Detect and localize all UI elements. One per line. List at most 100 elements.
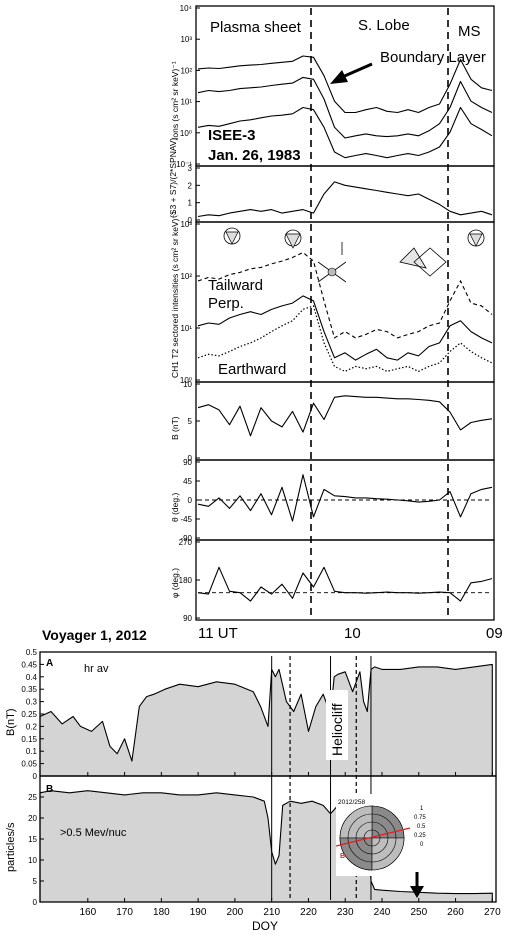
theta-ylabel: θ (deg.) [170, 493, 180, 522]
tailward-label: Tailward [208, 277, 263, 294]
isee3-figure: 10⁴10³10²10¹10⁰10⁻¹321010³10²10¹10⁰10509… [168, 4, 503, 642]
sectored-tick-label: 10⁰ [180, 376, 192, 385]
voy-xtick-label: 230 [337, 907, 354, 918]
voy-ytick-label: 0.35 [21, 685, 37, 694]
sectored-series-0 [197, 251, 493, 339]
phi-tick-label: 180 [179, 576, 193, 585]
phi-tick-label: 270 [179, 538, 193, 547]
ions-tick-label: 10² [180, 66, 192, 75]
voy-b-ylabel: particles/s [5, 822, 17, 872]
theta-tick-label: 45 [183, 477, 192, 486]
voy-panel-A-area [39, 663, 493, 777]
ions-series-0 [197, 55, 493, 114]
south-lobe-label: S. Lobe [358, 17, 410, 34]
voy-ytick-label: 0.45 [21, 660, 37, 669]
voy-xtick-label: 250 [410, 907, 427, 918]
heliocliff-box [326, 690, 348, 760]
isee-xtick-0: 11 UT [198, 625, 238, 642]
voy-xlabel: DOY [252, 919, 278, 933]
voy-xtick-label: 200 [227, 907, 244, 918]
ions-ylabel: Ions (s cm² sr keV)⁻¹ [170, 61, 180, 140]
voy-xtick-label: 270 [484, 907, 501, 918]
magnetosheath-label: MS [458, 23, 481, 40]
sectored-series-2 [197, 305, 493, 373]
ions-tick-label: 10⁰ [180, 129, 192, 138]
ions-series-2 [197, 106, 493, 159]
voy-ytick-label: 0.1 [26, 747, 38, 756]
theta-tick-label: -90 [180, 534, 192, 543]
panel-b-annotation: >0.5 Mev/nuc [60, 827, 127, 839]
voy-xtick-label: 240 [374, 907, 391, 918]
voy-ytick-label: 0.2 [26, 722, 38, 731]
voy-ytick-label: 0.15 [21, 735, 37, 744]
perp-label: Perp. [208, 295, 244, 312]
voy-a-ylabel: B(nT) [5, 709, 17, 737]
B-series-0 [197, 395, 493, 437]
inset-label: 2012/258 [338, 799, 365, 806]
isee3-ticks: 10⁴10³10²10¹10⁰10⁻¹321010³10²10¹10⁰10509… [176, 4, 200, 623]
theta-tick-label: 0 [188, 496, 193, 505]
voyager-figure: Voyager 1, 2012 0 0.05 0.1 0.15 0.2 0.25 0.3 0.… [5, 627, 501, 933]
voy-ytick-label: 0.25 [21, 710, 37, 719]
voy-xtick-label: 190 [190, 907, 207, 918]
ratio-tick-label: 1 [188, 199, 193, 208]
phi-ylabel: φ (deg.) [170, 568, 180, 598]
voyager-areas [39, 663, 493, 903]
voy-ytick-label: 0 [33, 898, 38, 907]
spacecraft-label: ISEE-3 [208, 127, 256, 144]
inset-scale-3: 0.25 [414, 833, 426, 839]
phi-tick-label: 90 [183, 614, 192, 623]
voy-ytick-label: 0.4 [26, 673, 38, 682]
phi-panel-frame [195, 539, 495, 621]
earthward-label: Earthward [218, 361, 286, 378]
ratio-tick-label: 3 [188, 164, 193, 173]
voy-ytick-label: 0 [33, 772, 38, 781]
B-tick-label: 5 [188, 417, 193, 426]
boundary-arrow [330, 62, 373, 84]
voy-xtick-label: 260 [447, 907, 464, 918]
panel-b-letter: B [46, 784, 53, 795]
voy-panel-b-frame [39, 775, 497, 903]
ratio-panel-frame [195, 165, 495, 223]
isee-xtick-2: 09 [486, 625, 503, 642]
ions-series-1 [197, 76, 493, 139]
inset-scale-2: 0.5 [417, 824, 426, 830]
inset-marker: B [340, 853, 345, 860]
voy-ytick-label: 25 [28, 793, 37, 802]
voyager-title: Voyager 1, 2012 [42, 627, 147, 643]
ratio-series-0 [197, 181, 493, 218]
sectored-ylabel: CH1 T2 sectored intensities (s cm² sr ke… [170, 211, 180, 378]
voy-ytick-label: 5 [33, 877, 38, 886]
inset-scale-0: 1 [420, 806, 424, 812]
voyager-ticks: 00.050.10.150.20.250.30.350.40.450.50510… [21, 648, 501, 918]
voy-ytick-label: 20 [28, 814, 37, 823]
inset-polar-diagram: 2012/258 1 0.75 0.5 0.25 0 B [335, 794, 440, 876]
theta-tick-label: -45 [180, 515, 192, 524]
panel-a-letter: A [46, 658, 53, 669]
B-tick-label: 10 [183, 380, 192, 389]
b-panel-frame [195, 381, 495, 461]
inset-scale-1: 0.75 [414, 815, 426, 821]
theta-series-0 [197, 474, 493, 522]
ratio-tick-label: 2 [188, 181, 193, 190]
theta-tick-label: 90 [183, 458, 192, 467]
voy-xtick-label: 170 [116, 907, 133, 918]
sector-icons [223, 227, 485, 283]
voy-xtick-label: 180 [153, 907, 170, 918]
sectored-series-1 [197, 295, 493, 361]
ions-tick-label: 10⁻¹ [176, 160, 192, 169]
boundary-layer-label: Boundary Layer [380, 49, 486, 66]
ions-tick-label: 10¹ [180, 98, 192, 107]
voy-xtick-label: 220 [300, 907, 317, 918]
plasma-sheet-label: Plasma sheet [210, 19, 302, 36]
voy-panel-B-area [39, 790, 493, 903]
heliocliff-label: Heliocliff [329, 703, 345, 756]
ratio-ylabel: (S3 + S7)/(2*SPNAV) [168, 137, 178, 218]
sectored-tick-label: 10³ [180, 220, 192, 229]
B-tick-label: 0 [188, 454, 193, 463]
ions-tick-label: 10³ [180, 35, 192, 44]
voy-ytick-label: 0.5 [26, 648, 38, 657]
ions-tick-label: 10⁴ [180, 4, 193, 13]
isee3-traces [197, 55, 493, 602]
